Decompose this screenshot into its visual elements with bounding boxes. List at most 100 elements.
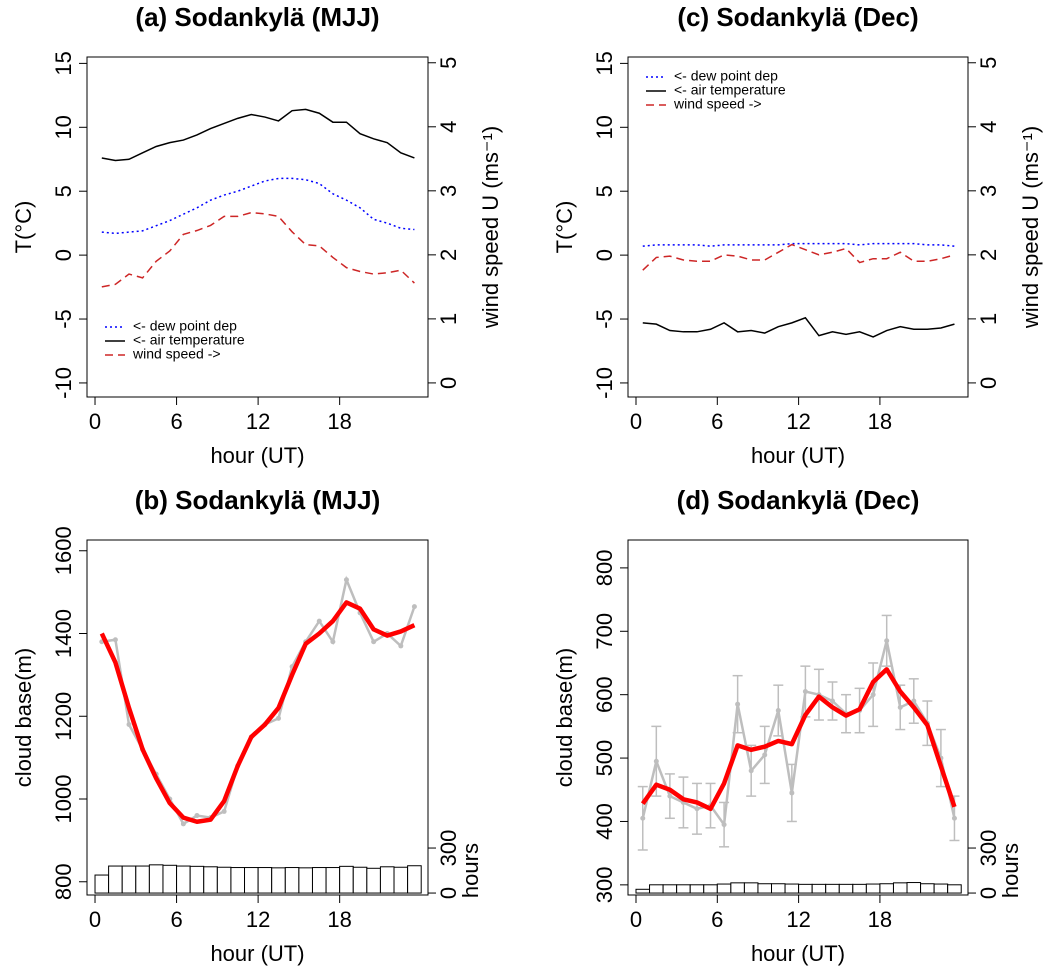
- bar: [811, 883, 827, 894]
- smooth-line: [99, 600, 416, 825]
- bar: [716, 883, 732, 894]
- y-tick-label: 1200: [51, 692, 76, 741]
- x-axis-label: hour (UT): [210, 941, 304, 966]
- panel: (c) Sodankylä (Dec) hour (UT) T(°C) wind sp…: [552, 2, 1043, 468]
- y2-tick-label: 1: [436, 313, 461, 325]
- y2-axis-label: wind speed U (ms⁻¹): [1018, 126, 1043, 329]
- bar: [339, 865, 354, 894]
- bar: [393, 866, 409, 894]
- bar: [947, 884, 962, 894]
- bar: [635, 888, 651, 894]
- bar: [933, 883, 949, 894]
- bar: [176, 865, 191, 894]
- panel: (b) Sodankylä (MJJ) hour (UT) cloud base(m…: [11, 485, 483, 966]
- y-tick-label: -10: [51, 367, 76, 399]
- bar: [703, 884, 718, 894]
- bar: [407, 865, 422, 894]
- raw-point: [411, 604, 417, 610]
- bar: [743, 882, 759, 894]
- series-line: [642, 316, 955, 338]
- y2-axis-label: hours: [998, 843, 1023, 898]
- bar: [94, 874, 110, 894]
- y-axis-label: cloud base(m): [552, 648, 577, 787]
- raw-point: [371, 639, 377, 645]
- bar: [271, 867, 286, 894]
- bar: [906, 882, 922, 894]
- raw-point: [829, 698, 835, 704]
- x-tick-label: 18: [327, 409, 351, 434]
- y2-tick-label: 300: [436, 830, 461, 867]
- bar: [879, 883, 894, 894]
- raw-point: [275, 715, 281, 721]
- y-tick-label: 600: [592, 676, 617, 713]
- bar: [649, 884, 664, 894]
- y-axis-label: T(°C): [11, 201, 36, 254]
- series-line: [101, 211, 415, 288]
- x-tick-label: 18: [868, 907, 892, 932]
- raw-point: [112, 637, 118, 643]
- x-tick-label: 0: [630, 907, 642, 932]
- panel: (d) Sodankylä (Dec) hour (UT) cloud base(m…: [552, 485, 1023, 966]
- legend-label: wind speed ->: [673, 96, 762, 112]
- x-tick-label: 0: [89, 907, 101, 932]
- y-tick-label: -5: [51, 309, 76, 329]
- bar: [771, 883, 786, 894]
- legend-label: wind speed ->: [132, 346, 221, 362]
- raw-point: [870, 692, 876, 698]
- bar: [825, 883, 840, 894]
- raw-point: [194, 813, 200, 819]
- bar: [148, 864, 164, 894]
- y-tick-label: 300: [592, 866, 617, 903]
- chart-title: (a) Sodankylä (MJJ): [135, 2, 379, 32]
- raw-point: [735, 701, 741, 707]
- x-tick-label: 12: [246, 907, 270, 932]
- y2-axis-label: hours: [458, 843, 483, 898]
- x-axis-label: hour (UT): [751, 941, 845, 966]
- bar: [257, 867, 273, 894]
- raw-point: [884, 638, 890, 644]
- raw-point: [640, 815, 646, 821]
- plot-frame: [86, 56, 429, 398]
- raw-point: [653, 758, 659, 764]
- raw-point: [398, 643, 404, 649]
- y2-tick-label: 4: [976, 121, 1001, 133]
- legend-label: <- dew point dep: [674, 68, 778, 84]
- y-tick-label: 10: [51, 115, 76, 139]
- y-tick-label: 1000: [51, 775, 76, 824]
- x-tick-label: 6: [711, 907, 723, 932]
- y-tick-label: 800: [592, 550, 617, 587]
- raw-point: [221, 808, 227, 814]
- series-line: [101, 108, 415, 162]
- x-tick-label: 12: [246, 409, 270, 434]
- smooth-line: [640, 667, 957, 812]
- chart-title: (b) Sodankylä (MJJ): [135, 485, 381, 515]
- y2-tick-label: 300: [976, 830, 1001, 867]
- raw-point: [316, 618, 322, 624]
- y-tick-label: 10: [592, 115, 617, 139]
- raw-point: [721, 822, 727, 828]
- y2-tick-label: 4: [436, 121, 461, 133]
- plot-frame: [86, 539, 429, 896]
- y-axis-label: T(°C): [552, 201, 577, 254]
- bar: [892, 882, 908, 894]
- raw-point: [694, 806, 700, 812]
- legend-label: <- air temperature: [133, 332, 245, 348]
- bar: [284, 867, 300, 894]
- x-tick-label: 12: [786, 409, 810, 434]
- bar: [366, 867, 381, 894]
- bar: [730, 882, 745, 894]
- legend-label: <- dew point dep: [133, 318, 237, 334]
- plot-frame: [627, 56, 969, 398]
- y-tick-label: 700: [592, 613, 617, 650]
- raw-point: [911, 698, 917, 704]
- bar: [676, 884, 691, 894]
- bar: [162, 864, 178, 894]
- raw-point: [897, 704, 903, 710]
- y-tick-label: 15: [592, 51, 617, 75]
- bar: [203, 866, 218, 894]
- raw-point: [748, 768, 754, 774]
- series-line: [642, 242, 955, 247]
- x-tick-label: 6: [170, 907, 182, 932]
- y-axis-label: cloud base(m): [11, 648, 36, 787]
- y-tick-label: 0: [592, 249, 617, 261]
